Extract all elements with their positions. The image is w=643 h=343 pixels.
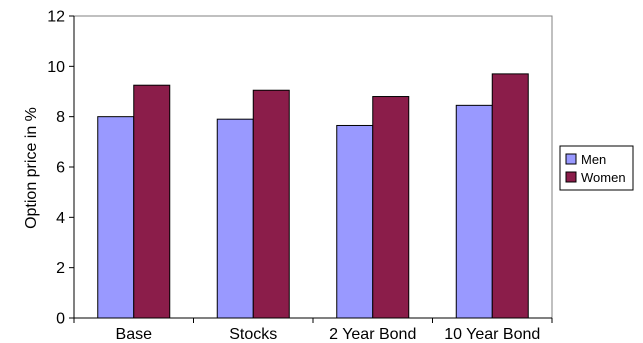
y-tick-label: 4	[56, 210, 65, 227]
legend-swatch	[565, 171, 577, 183]
x-axis: Base Stocks 2 Year Bond 10 Year Bond	[73, 317, 553, 343]
bar-women	[491, 73, 529, 319]
bar-women	[133, 84, 171, 319]
y-tick-label: 10	[47, 59, 65, 76]
legend-label: Women	[581, 170, 626, 185]
y-tick-label: 2	[56, 260, 65, 277]
legend-label: Men	[581, 152, 606, 167]
x-tick-label: 2 Year Bond	[329, 326, 416, 343]
legend-box	[559, 145, 634, 191]
y-axis-title: Option price in %	[23, 107, 40, 229]
x-tick-label: Base	[116, 326, 153, 343]
bar-men	[97, 116, 135, 319]
y-tick-label: 8	[56, 109, 65, 126]
legend: Men Women	[559, 145, 634, 191]
legend-swatch	[565, 153, 577, 165]
bar-men	[455, 104, 493, 319]
y-axis: 0 2 4 6 8 10 12	[47, 9, 75, 328]
y-tick-label: 6	[56, 160, 65, 177]
bars	[97, 73, 529, 319]
y-tick-label: 0	[56, 311, 65, 328]
bar-women	[252, 89, 290, 319]
y-tick-label: 12	[47, 9, 65, 26]
bar-men	[216, 118, 254, 319]
x-tick-label: Stocks	[229, 326, 277, 343]
bar-women	[372, 96, 410, 319]
x-tick-label: 10 Year Bond	[444, 326, 540, 343]
bar-men	[336, 124, 374, 319]
